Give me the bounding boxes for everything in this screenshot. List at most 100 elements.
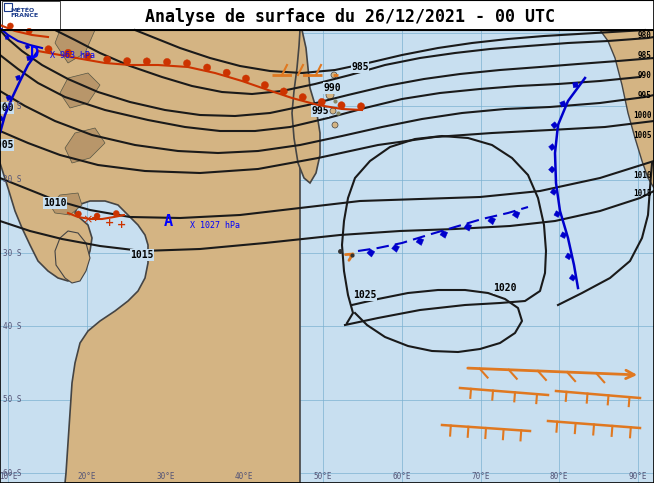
Circle shape: [330, 108, 336, 114]
Polygon shape: [573, 82, 578, 88]
Circle shape: [318, 99, 326, 106]
Polygon shape: [16, 75, 21, 81]
Polygon shape: [440, 230, 447, 238]
Text: 1020: 1020: [493, 283, 517, 293]
Circle shape: [183, 60, 190, 67]
Polygon shape: [60, 73, 100, 108]
Text: 80°E: 80°E: [550, 472, 568, 481]
Polygon shape: [392, 244, 400, 252]
Text: 20°E: 20°E: [78, 472, 96, 481]
Polygon shape: [560, 232, 567, 239]
Polygon shape: [550, 188, 557, 195]
Text: 70°E: 70°E: [472, 472, 490, 481]
Polygon shape: [554, 211, 560, 217]
Circle shape: [103, 56, 111, 63]
Circle shape: [280, 88, 287, 95]
Circle shape: [338, 101, 345, 109]
Polygon shape: [367, 249, 375, 257]
Text: 50°E: 50°E: [314, 472, 332, 481]
Text: 20 S: 20 S: [3, 175, 22, 184]
Polygon shape: [416, 238, 424, 245]
Polygon shape: [600, 30, 654, 188]
Polygon shape: [0, 30, 300, 483]
Circle shape: [113, 211, 119, 216]
Polygon shape: [6, 95, 12, 100]
Text: 40 S: 40 S: [3, 322, 22, 331]
Text: 1000: 1000: [0, 103, 14, 113]
Text: 60°E: 60°E: [392, 472, 411, 481]
Text: 990: 990: [638, 71, 652, 80]
Polygon shape: [27, 56, 31, 61]
Text: 1000: 1000: [634, 111, 652, 119]
Circle shape: [65, 49, 72, 57]
Circle shape: [223, 69, 230, 76]
Circle shape: [143, 58, 150, 65]
Circle shape: [243, 75, 250, 82]
Polygon shape: [569, 274, 576, 281]
Bar: [0, 0, 654, 30]
Text: 1010: 1010: [634, 170, 652, 180]
Text: 1005: 1005: [634, 130, 652, 140]
Text: +: +: [90, 213, 99, 223]
Circle shape: [299, 94, 306, 101]
Text: ×: ×: [83, 213, 94, 227]
Text: 1015: 1015: [130, 250, 154, 260]
Circle shape: [7, 23, 13, 29]
Circle shape: [331, 72, 337, 78]
Bar: [2, 1, 60, 29]
Text: 50 S: 50 S: [3, 395, 22, 404]
Circle shape: [326, 91, 334, 99]
Polygon shape: [512, 211, 520, 218]
Polygon shape: [50, 193, 82, 215]
Circle shape: [332, 122, 338, 128]
Text: 90°E: 90°E: [628, 472, 647, 481]
Polygon shape: [25, 44, 29, 49]
Text: 1015: 1015: [634, 188, 652, 198]
Polygon shape: [464, 224, 472, 231]
Text: X 963 hPa: X 963 hPa: [50, 51, 95, 59]
Circle shape: [262, 82, 269, 89]
Polygon shape: [549, 166, 555, 173]
Text: Analyse de surface du 26/12/2021 - 00 UTC: Analyse de surface du 26/12/2021 - 00 UT…: [145, 8, 555, 26]
Text: 980: 980: [638, 30, 652, 40]
Polygon shape: [5, 35, 9, 40]
Circle shape: [124, 57, 131, 65]
Circle shape: [26, 28, 32, 34]
Circle shape: [358, 103, 365, 110]
Polygon shape: [549, 143, 556, 151]
Text: +: +: [105, 218, 114, 228]
Text: 985: 985: [351, 62, 369, 72]
Polygon shape: [55, 30, 95, 63]
Text: 1005: 1005: [0, 140, 14, 150]
Polygon shape: [565, 253, 572, 260]
Polygon shape: [65, 128, 105, 163]
Text: A: A: [164, 213, 173, 228]
Polygon shape: [292, 30, 320, 183]
Text: 985: 985: [638, 51, 652, 59]
Polygon shape: [55, 231, 90, 283]
Text: MÉTÉO
FRANCE: MÉTÉO FRANCE: [10, 8, 38, 18]
Polygon shape: [551, 122, 558, 129]
Text: D: D: [31, 45, 39, 60]
Text: 40°E: 40°E: [235, 472, 254, 481]
Text: 30 S: 30 S: [3, 248, 22, 257]
Circle shape: [45, 46, 52, 53]
Polygon shape: [488, 217, 496, 225]
Text: 10°E: 10°E: [0, 472, 17, 481]
Polygon shape: [0, 116, 4, 122]
Text: 60 S: 60 S: [3, 469, 22, 478]
Text: 10 S: 10 S: [3, 102, 22, 111]
Circle shape: [94, 213, 100, 219]
Circle shape: [164, 58, 171, 66]
Text: +: +: [117, 220, 127, 230]
Text: 995: 995: [311, 106, 329, 116]
Text: 1025: 1025: [353, 290, 377, 300]
Text: X 1027 hPa: X 1027 hPa: [190, 221, 240, 229]
Text: 1010: 1010: [43, 198, 67, 208]
Circle shape: [203, 64, 211, 71]
Bar: [0, 0, 654, 30]
Circle shape: [75, 211, 81, 217]
Text: 990: 990: [323, 83, 341, 93]
Polygon shape: [560, 100, 566, 107]
Text: 995: 995: [638, 90, 652, 99]
